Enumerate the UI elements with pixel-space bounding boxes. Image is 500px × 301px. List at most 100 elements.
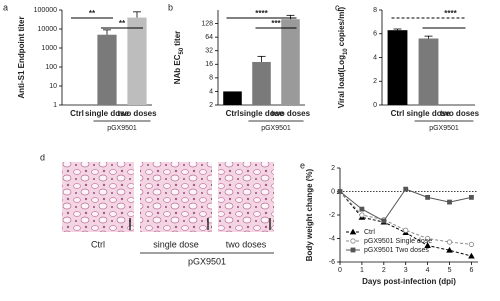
group-label: pGX9501 (429, 125, 459, 132)
histology-panel: d Ctrl single dose two doses pGX9501 (40, 152, 274, 266)
point (447, 199, 452, 205)
y-tick-label: 100 (45, 64, 57, 71)
y-tick-label: 8 (373, 7, 377, 14)
y-tick-label: -2 (329, 212, 335, 219)
legend-label: Ctrl (364, 229, 375, 236)
y-axis-label-sub: 10 (343, 48, 349, 55)
x-tick-label: 2 (382, 267, 386, 274)
y-tick-label: 2 (331, 165, 335, 172)
bar (97, 34, 117, 105)
point (446, 246, 453, 253)
x-tick-label: Ctrl (391, 109, 405, 118)
y-tick-label: 128 (201, 20, 213, 27)
bar (387, 30, 408, 105)
panel-letter: d (40, 152, 45, 162)
bar (223, 91, 242, 105)
panel-letter: a (3, 2, 8, 12)
point (446, 239, 453, 245)
y-tick-label: 2 (373, 78, 377, 85)
point (468, 241, 475, 247)
histology-image (218, 162, 274, 232)
x-tick-label: Ctrl (226, 109, 240, 118)
bar (418, 38, 439, 105)
image-label: single dose (153, 239, 199, 249)
x-axis-label: Days post-infection (dpi) (362, 277, 456, 286)
y-tick-label: 16 (205, 61, 213, 68)
point (469, 194, 474, 200)
bar (127, 17, 147, 105)
point (381, 218, 387, 224)
y-tick-label: 2 (209, 102, 213, 109)
group-label: pGX9501 (107, 125, 137, 132)
significance-label: ** (89, 9, 96, 18)
point (403, 227, 409, 233)
point (359, 206, 365, 212)
significance-label: **** (444, 9, 457, 18)
x-tick-label: two doses (440, 109, 480, 118)
y-tick-label: -4 (329, 235, 335, 242)
y-tick-label: 10 (49, 83, 57, 90)
x-tick-label: Ctrl (70, 109, 84, 118)
x-tick-label: two doses (271, 109, 311, 118)
y-tick-label: 10000 (38, 26, 58, 33)
image-label: two doses (226, 239, 267, 249)
legend-marker (350, 247, 356, 253)
x-tick-label: 3 (404, 267, 408, 274)
bar (252, 61, 271, 105)
y-tick-label: 8 (209, 75, 213, 82)
group-label: pGX9501 (188, 256, 226, 266)
y-axis-label-part: copies/ml) (337, 6, 346, 46)
legend-label: pGX9501 Two doses (364, 247, 429, 254)
y-tick-label: 0 (331, 188, 335, 195)
y-tick-label: 0 (373, 102, 377, 109)
panel-letter: c (335, 2, 340, 12)
y-axis-label: Viral load(Log10 copies/ml) (337, 6, 348, 108)
point (425, 194, 431, 200)
significance-label: **** (255, 9, 268, 18)
panel-letter: e (300, 160, 305, 170)
group-label: pGX9501 (261, 125, 291, 132)
point (403, 186, 409, 192)
y-axis-label-part: Viral load(Log (337, 55, 346, 108)
y-axis-label: NAb EC50titer (173, 31, 184, 85)
y-tick-label: 32 (205, 48, 213, 55)
significance-label: *** (271, 19, 281, 28)
y-axis-label-sub: 50 (179, 47, 185, 54)
x-tick-label: single dose (406, 109, 451, 118)
y-tick-label: 1 (53, 102, 57, 109)
x-tick-label: single dose (85, 109, 130, 118)
y-tick-label: 100000 (34, 7, 57, 14)
x-tick-label: two doses (117, 109, 157, 118)
point (337, 189, 343, 194)
y-axis-label-part: titer (173, 31, 182, 46)
x-tick-label: 6 (469, 267, 473, 274)
legend-label: pGX9501 Single dose (364, 238, 432, 245)
point (424, 242, 431, 248)
bar (281, 19, 300, 105)
x-tick-label: 1 (360, 267, 364, 274)
y-tick-label: 1000 (41, 45, 57, 52)
point (425, 235, 431, 242)
y-tick-label: -6 (329, 259, 335, 266)
panel-letter: b (168, 2, 173, 12)
image-label: Ctrl (91, 239, 105, 249)
x-tick-label: 4 (426, 267, 430, 274)
y-axis-label-part: NAb EC (173, 54, 182, 84)
y-tick-label: 6 (373, 31, 377, 38)
x-tick-label: single dose (239, 109, 284, 118)
y-axis-label: Anti-S1 Endpoint titer (17, 16, 26, 98)
x-tick-label: 0 (338, 267, 342, 274)
y-tick-label: 64 (205, 34, 213, 41)
point (359, 212, 365, 218)
y-axis-label: Body weight change (%) (305, 168, 314, 261)
x-tick-label: 5 (448, 267, 452, 274)
significance-label: ** (119, 19, 126, 28)
legend-marker (349, 228, 357, 235)
y-tick-label: 4 (209, 88, 213, 95)
y-tick-label: 4 (373, 54, 377, 61)
histology-image (62, 162, 134, 232)
legend-marker (350, 238, 356, 244)
point (468, 252, 475, 259)
histology-image (140, 162, 212, 232)
